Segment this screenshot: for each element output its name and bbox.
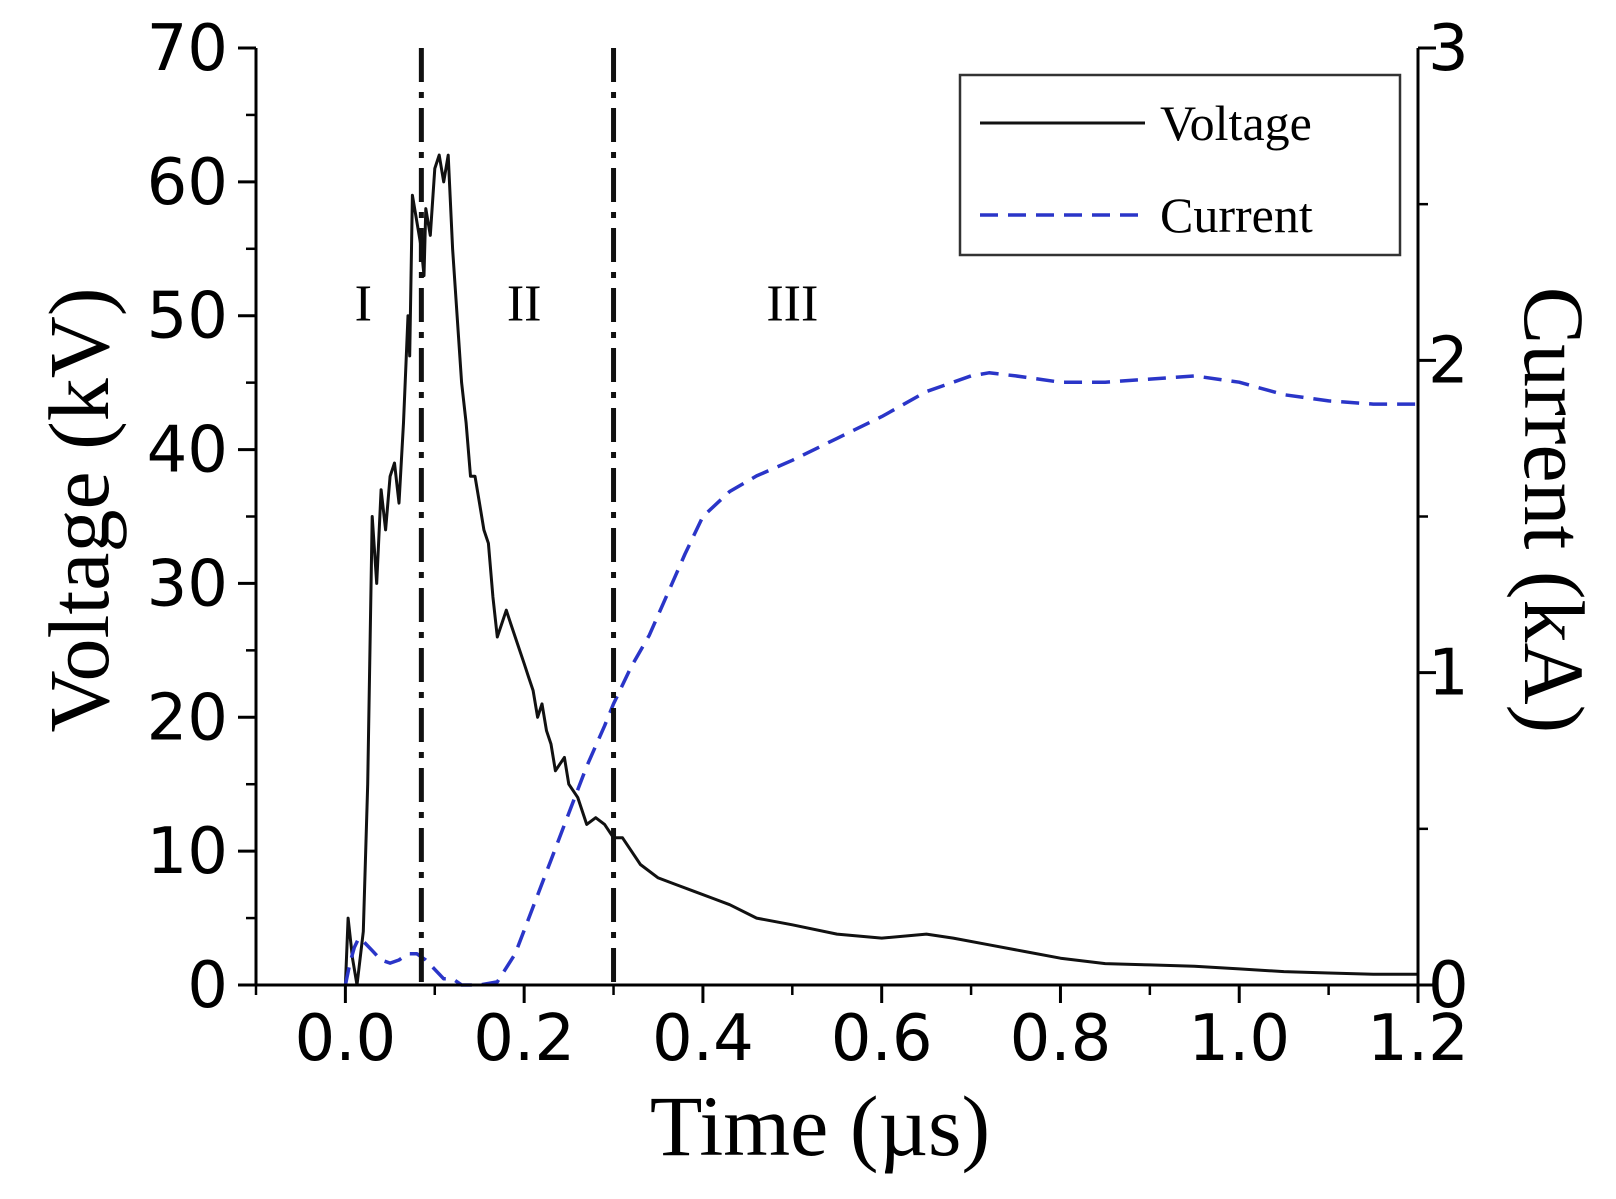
- y-right-tick-label: 1: [1428, 637, 1469, 711]
- legend: Voltage Current: [958, 73, 1402, 257]
- region-label: II: [507, 275, 542, 332]
- y-right-tick-label: 3: [1428, 12, 1469, 86]
- y-left-tick-label: 70: [147, 12, 228, 86]
- y-axis-title-right: Current (kA): [1506, 287, 1602, 734]
- x-tick-label: 1.0: [1188, 1002, 1290, 1076]
- x-tick-label: 0.0: [294, 1002, 396, 1076]
- series-layer: [343, 153, 1418, 987]
- y-left-tick-label: 0: [187, 949, 228, 1023]
- y-left-tick-label: 20: [147, 681, 228, 755]
- region-label: I: [355, 275, 372, 332]
- y-left-tick-label: 50: [147, 280, 228, 354]
- legend-box: [958, 73, 1402, 257]
- series-line-current: [343, 371, 1418, 987]
- x-tick-label: 0.4: [652, 1002, 754, 1076]
- region-labels: I II III: [355, 275, 819, 332]
- y-left-tick-label: 10: [147, 815, 228, 889]
- y-left-tick-label: 40: [147, 414, 228, 488]
- x-axis-title: Time (µs): [650, 1078, 990, 1174]
- y-right-tick-label: 2: [1428, 324, 1469, 398]
- y-axis-title-left: Voltage (kV): [31, 287, 127, 732]
- tick-marks: [238, 46, 1436, 1003]
- legend-current-label: Current: [1160, 187, 1313, 243]
- x-tick-label: 0.8: [1010, 1002, 1112, 1076]
- region-dividers: [418, 48, 617, 985]
- y-left-tick-label: 30: [147, 547, 228, 621]
- legend-voltage-label: Voltage: [1160, 95, 1312, 151]
- y-right-tick-label: 0: [1428, 949, 1469, 1023]
- series-line-voltage: [343, 153, 1418, 987]
- x-tick-label: 0.6: [831, 1002, 933, 1076]
- region-label: III: [766, 275, 818, 332]
- y-left-tick-label: 60: [147, 146, 228, 220]
- x-tick-label: 0.2: [473, 1002, 575, 1076]
- x-tick-label: 1.2: [1367, 1002, 1469, 1076]
- tick-labels: 0 10 20 30 40 50 60 70 0 1 2 3 0.0 0.2 0.4 0.6 0.8 1.0 1.2: [147, 12, 1469, 1076]
